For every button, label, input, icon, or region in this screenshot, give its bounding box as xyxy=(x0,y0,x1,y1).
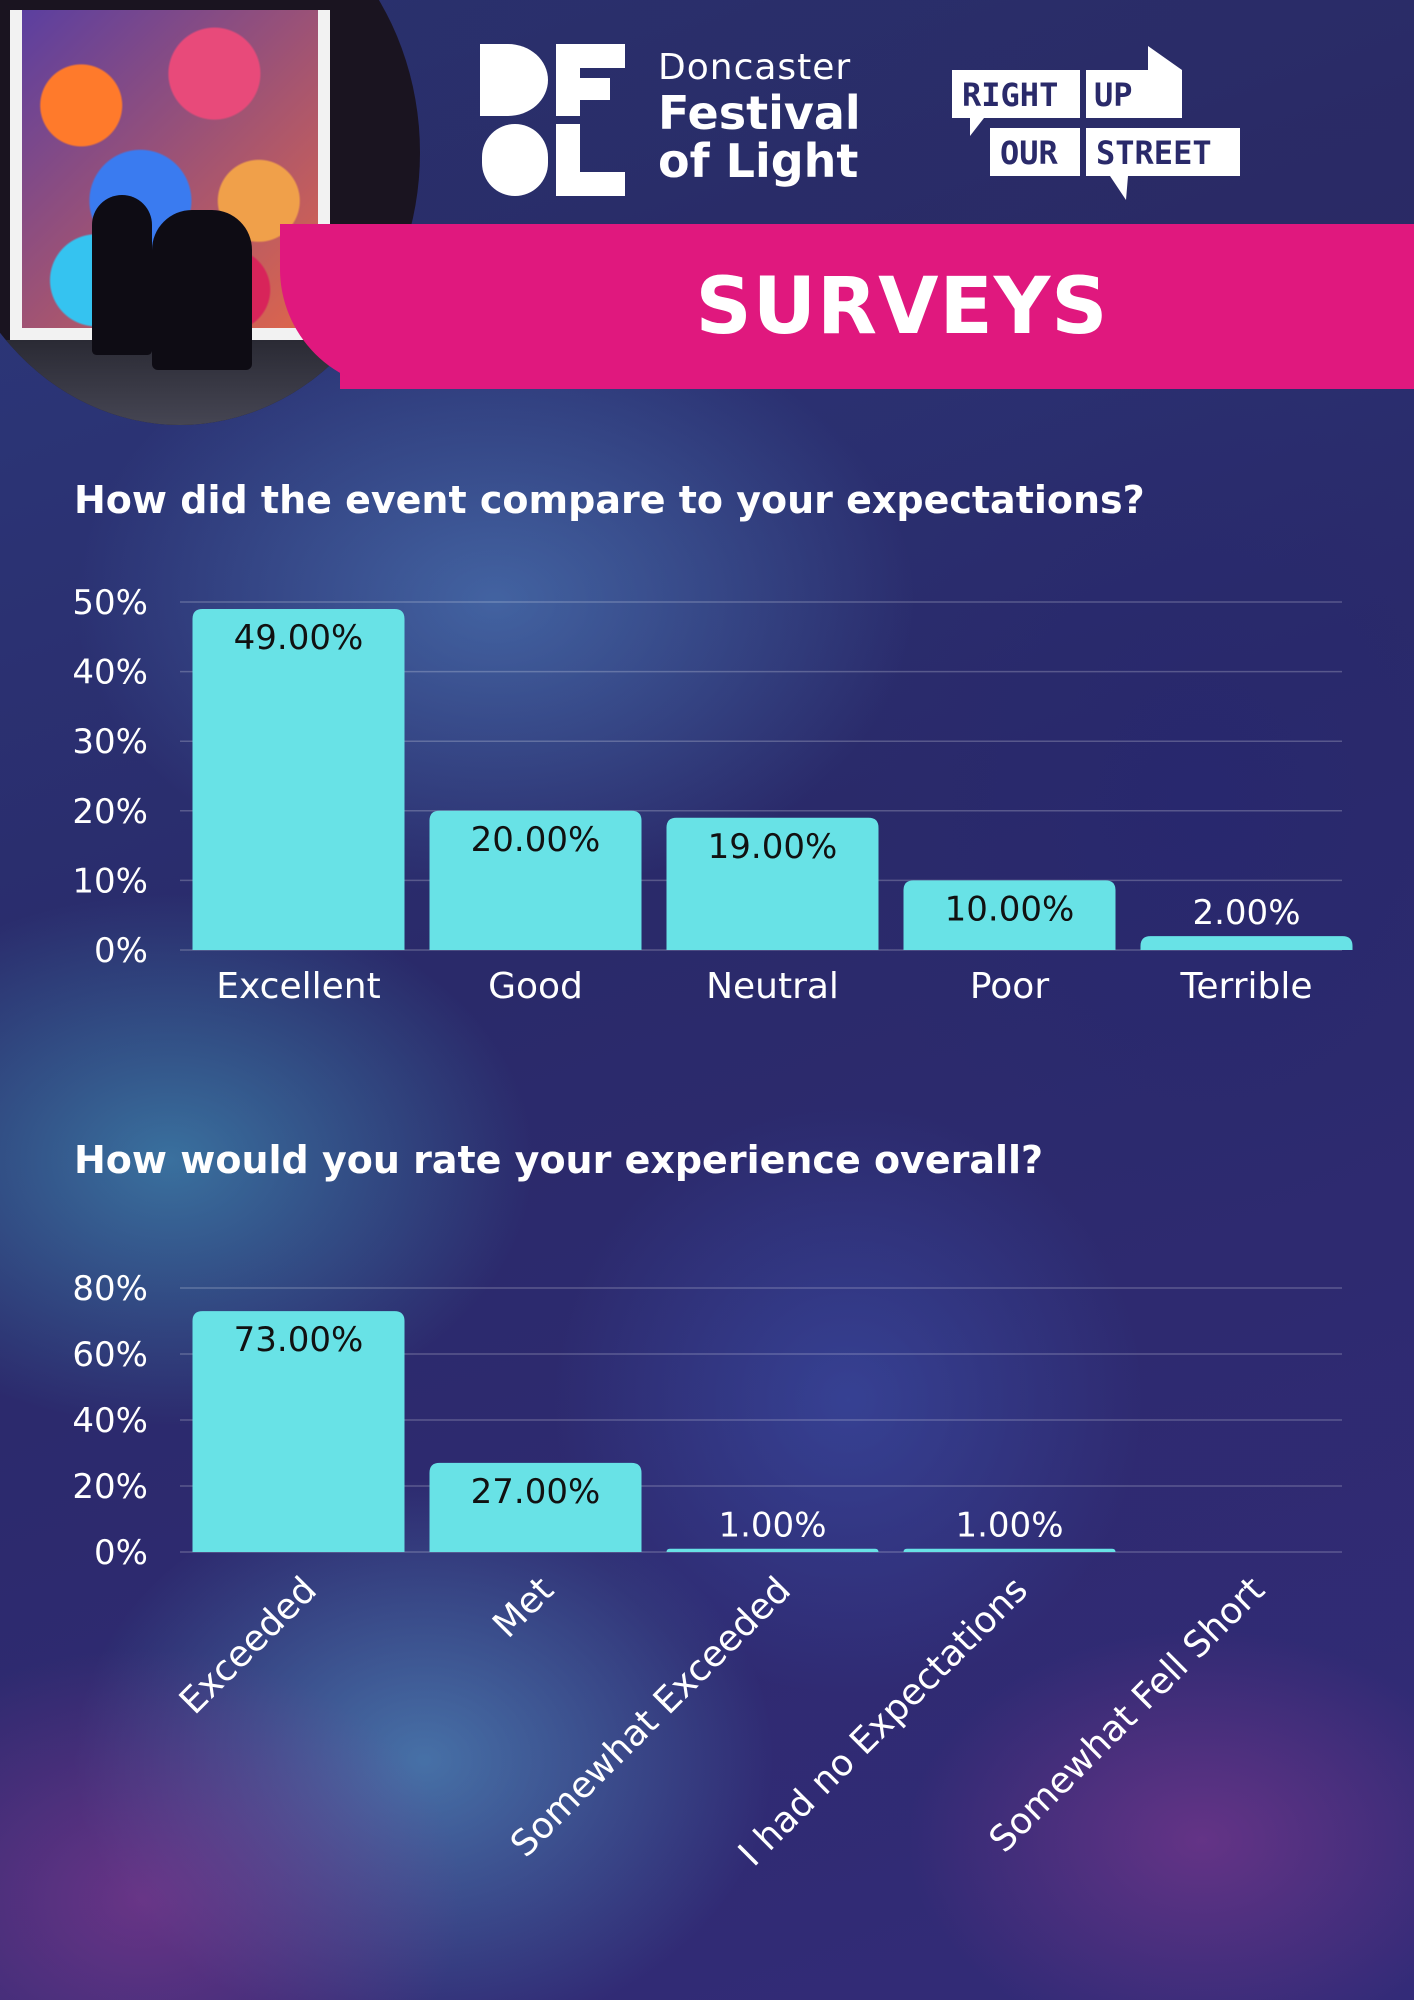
bar xyxy=(192,1311,405,1552)
bar-value-label: 20.00% xyxy=(471,820,601,860)
bar xyxy=(666,817,879,950)
bar-value-label: 1.00% xyxy=(718,1506,826,1546)
y-tick-label: 20% xyxy=(72,1467,148,1507)
y-tick-label: 50% xyxy=(72,583,148,623)
bar-value-label: 73.00% xyxy=(234,1320,364,1360)
photo-child-silhouette xyxy=(92,195,152,355)
category-label: Excellent xyxy=(216,966,380,1007)
logo-festival: Festival xyxy=(658,86,861,140)
bar-value-label: 10.00% xyxy=(945,889,1075,929)
y-tick-label: 0% xyxy=(94,931,148,971)
category-label: Good xyxy=(488,966,583,1007)
bar-value-label: 19.00% xyxy=(708,827,838,867)
y-tick-label: 30% xyxy=(72,722,148,762)
chart1-title: How did the event compare to your expect… xyxy=(74,478,1145,522)
category-label: Terrible xyxy=(1180,966,1313,1007)
category-label: Somewhat Fell Short xyxy=(982,1569,1273,1860)
festival-logo-text: Doncaster Festival of Light xyxy=(658,47,861,188)
category-label: Met xyxy=(485,1569,562,1646)
bar-value-label: 1.00% xyxy=(955,1506,1063,1546)
page-title: SURVEYS xyxy=(695,261,1109,352)
y-tick-label: 0% xyxy=(94,1533,148,1573)
chart2-title: How would you rate your experience overa… xyxy=(74,1138,1044,1182)
right-up-our-street-logo: RIGHT UP OUR STREET xyxy=(952,46,1240,200)
y-tick-label: 20% xyxy=(72,792,148,832)
y-tick-label: 10% xyxy=(72,861,148,901)
bar-value-label: 27.00% xyxy=(471,1472,601,1512)
logo-word-our: OUR xyxy=(1000,134,1059,172)
category-label: Poor xyxy=(970,966,1049,1007)
bar xyxy=(1140,936,1353,950)
surveys-banner: SURVEYS xyxy=(280,224,1414,389)
bar xyxy=(192,608,405,950)
bar-value-label: 2.00% xyxy=(1192,893,1300,933)
expectations-bar-chart: 0% 10% 20% 30% 40% 50% 49.00% Excellent 20.00% Go… xyxy=(72,583,1353,1007)
logo-word-up: UP xyxy=(1094,76,1133,114)
y-tick-label: 80% xyxy=(72,1269,148,1309)
photo-adult-silhouette xyxy=(152,210,252,370)
logo-word-right: RIGHT xyxy=(962,76,1058,114)
logo-word-street: STREET xyxy=(1096,134,1212,172)
bar xyxy=(903,880,1116,950)
category-label: Exceeded xyxy=(172,1569,325,1722)
dfol-logo-icon xyxy=(480,44,625,196)
y-tick-label: 60% xyxy=(72,1335,148,1375)
event-photo xyxy=(0,0,420,425)
category-label: Neutral xyxy=(706,966,839,1007)
bar xyxy=(429,1462,642,1552)
logo-of-light: of Light xyxy=(658,134,859,188)
y-tick-label: 40% xyxy=(72,653,148,693)
bar xyxy=(903,1548,1116,1552)
bar xyxy=(666,1548,879,1552)
y-tick-label: 40% xyxy=(72,1401,148,1441)
bar xyxy=(429,810,642,950)
experience-bar-chart: 0% 20% 40% 60% 80% 73.00% Exceeded 27.00% Met 1.0… xyxy=(72,1269,1342,1874)
bar-value-label: 49.00% xyxy=(234,618,364,658)
logo-city: Doncaster xyxy=(658,47,852,88)
